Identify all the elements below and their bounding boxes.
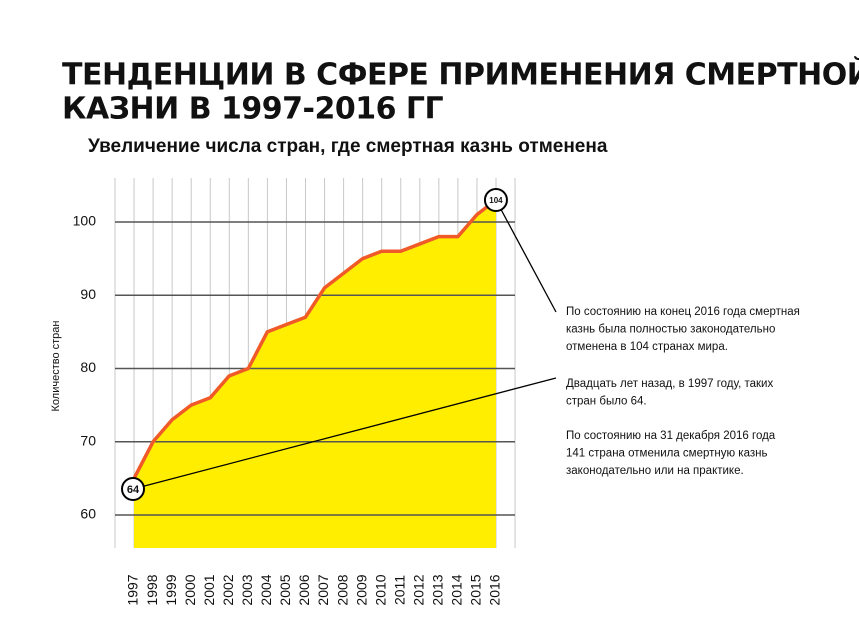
chart-title: ТЕНДЕНЦИИ В СФЕРЕ ПРИМЕНЕНИЯ СМЕРТНОЙ	[62, 57, 859, 93]
x-tick-label: 2016	[487, 574, 503, 605]
note: законодательно или на практике.	[566, 465, 744, 477]
note: отменена в 104 странах мира.	[566, 341, 728, 353]
x-tick-label: 2012	[410, 574, 426, 605]
y-axis-label: Количество стран	[50, 321, 62, 412]
area	[134, 199, 496, 548]
callout-label: 64	[127, 484, 140, 496]
x-tick-label: 2014	[449, 574, 465, 605]
note: По состоянию на конец 2016 года смертная	[566, 306, 800, 318]
y-tick-label: 100	[73, 213, 97, 229]
callout-circle	[483, 188, 508, 212]
x-tick-label: 2008	[334, 574, 350, 605]
x-tick-label: 1997	[125, 574, 141, 605]
x-tick-label: 1999	[163, 574, 179, 605]
callout-label: 104	[489, 196, 503, 205]
y-tick-label: 60	[80, 506, 96, 522]
x-tick-label: 1998	[144, 574, 160, 605]
leader-line	[132, 377, 557, 490]
x-tick-label: 2009	[353, 574, 369, 605]
x-tick-label: 2005	[277, 574, 293, 605]
x-tick-label: 2011	[391, 575, 407, 605]
note: Двадцать лет назад, в 1997 году, таких	[566, 378, 773, 390]
x-tick-label: 2015	[468, 574, 484, 605]
x-tick-label: 2002	[220, 574, 236, 605]
x-tick-label: 2007	[315, 574, 331, 605]
x-tick-label: 2004	[258, 574, 274, 605]
line	[132, 198, 498, 480]
note: стран было 64.	[566, 396, 647, 408]
leader-line	[495, 199, 557, 313]
x-tick-label: 2010	[372, 574, 388, 605]
x-tick-label: 2006	[296, 574, 312, 605]
x-tick-label: 2013	[430, 574, 446, 605]
note: 141 страна отменила смертную казнь	[566, 448, 767, 460]
x-tick-label: 2003	[239, 574, 255, 605]
note: По состоянию на 31 декабря 2016 года	[566, 430, 776, 442]
y-tick-label: 90	[80, 286, 96, 302]
note: казнь была полностью законодательно	[566, 324, 775, 336]
x-tick-label: 2001	[201, 574, 217, 605]
x-tick-label: 2000	[182, 574, 198, 605]
chart-subtitle: Увеличение числа стран, где смертная каз…	[88, 136, 608, 157]
y-tick-label: 70	[80, 432, 96, 448]
chart-title: КАЗНИ В 1997-2016 ГГ	[62, 92, 444, 127]
y-tick-label: 80	[80, 359, 96, 375]
callout-circle	[121, 477, 145, 501]
